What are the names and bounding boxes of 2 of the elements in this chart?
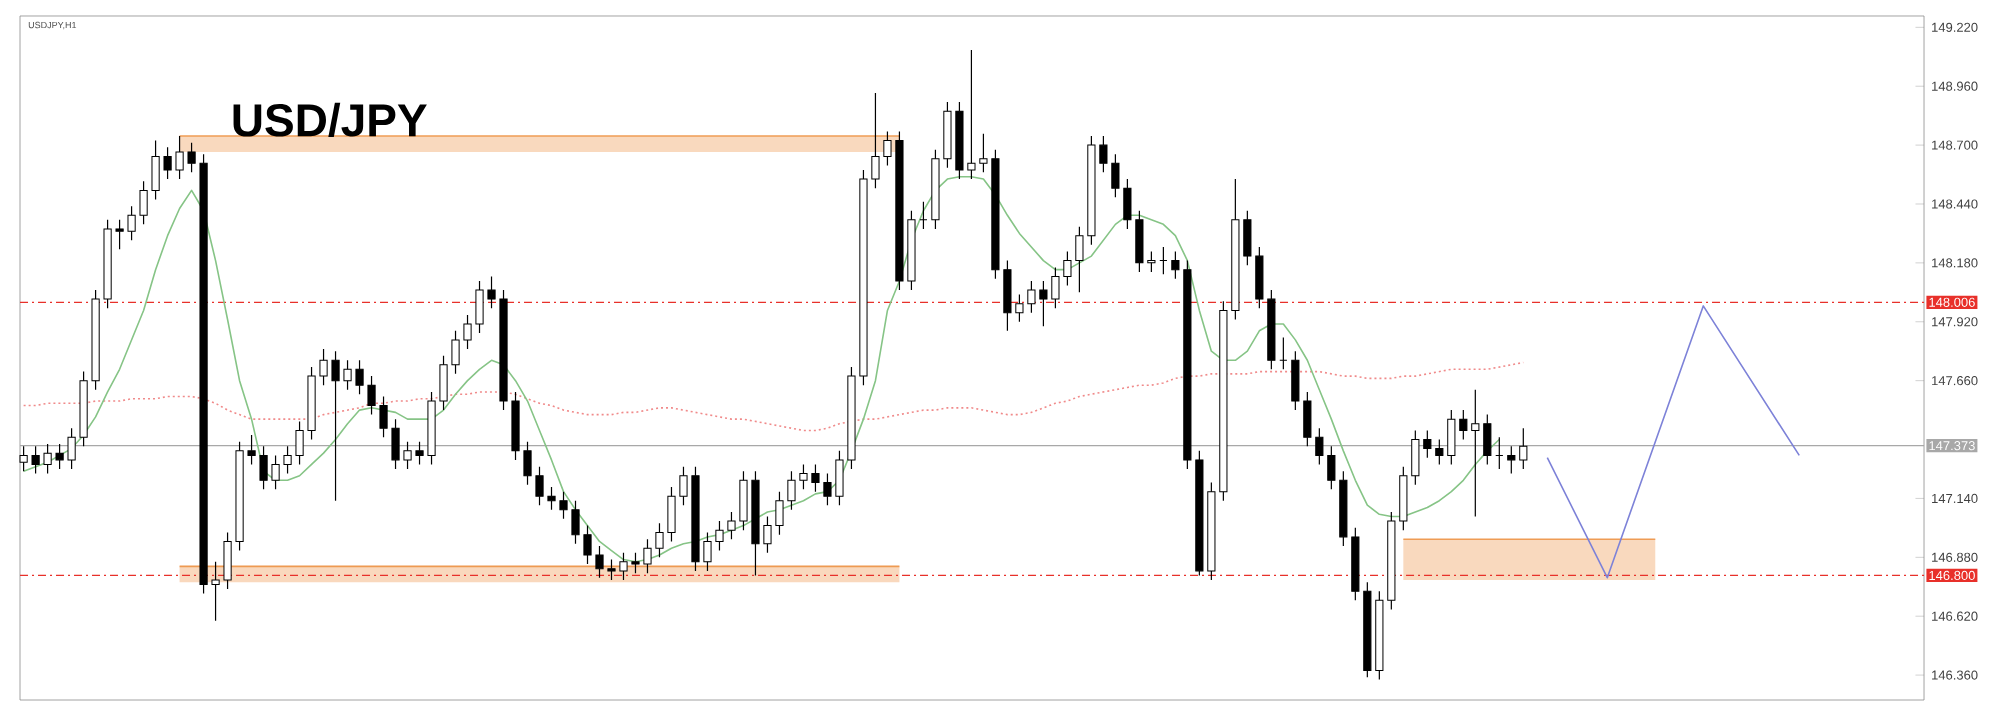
text: USD/JPY [233,102,427,138]
line-series [1546,305,1801,579]
